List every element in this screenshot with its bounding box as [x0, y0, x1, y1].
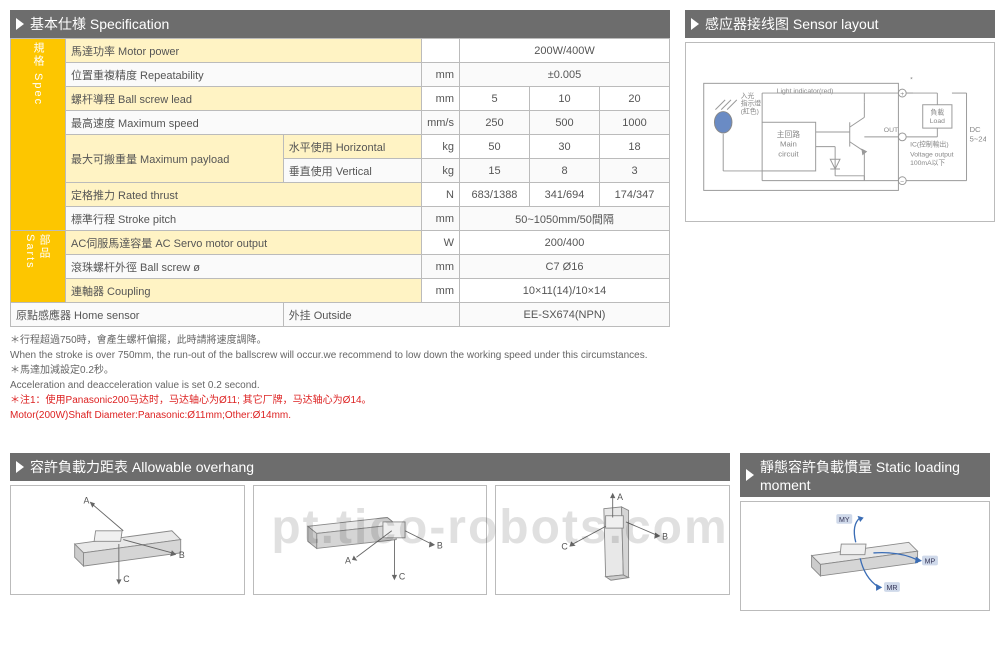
note-1a: ＊行程超過750時，會產生螺杆偏擺，此時請將速度調降。: [10, 333, 670, 348]
svg-text:B: B: [179, 551, 185, 561]
svg-text:Load: Load: [930, 118, 945, 125]
svg-text:Voltage output: Voltage output: [910, 151, 954, 158]
svg-text:circuit: circuit: [778, 149, 799, 158]
sensor-title: 感应器接线图 Sensor layout: [705, 14, 879, 34]
svg-text:100mA以下: 100mA以下: [910, 159, 945, 167]
overhang-header: 容許負載力距表 Allowable overhang: [10, 453, 730, 481]
svg-text:B: B: [662, 532, 668, 542]
svg-text:C: C: [123, 574, 130, 584]
row-coupling-label: 連軸器 Coupling: [66, 279, 422, 303]
svg-text:DC: DC: [969, 125, 981, 134]
arrow-icon: [746, 469, 754, 481]
note-2a: ＊馬達加減設定0.2秒。: [10, 363, 670, 378]
row-ratedthrust-label: 定格推力 Rated thrust: [66, 183, 422, 207]
arrow-icon: [16, 18, 24, 30]
overhang-diagram-2: A B C: [253, 485, 488, 595]
row-ballscrewlead-label: 螺杆導程 Ball screw lead: [66, 87, 422, 111]
row-vertical-label: 垂直使用 Vertical: [283, 159, 421, 183]
row-repeatability-label: 位置重複精度 Repeatability: [66, 63, 422, 87]
row-servooutput-label: AC伺服馬達容量 AC Servo motor output: [66, 231, 422, 255]
svg-text:MY: MY: [839, 517, 850, 524]
svg-text:A: A: [83, 496, 89, 506]
note-1b: When the stroke is over 750mm, the run-o…: [10, 348, 670, 363]
overhang-diagram-1: A B C: [10, 485, 245, 595]
svg-text:C: C: [399, 572, 406, 582]
svg-text:B: B: [437, 541, 443, 551]
svg-text:指示燈: 指示燈: [741, 99, 762, 108]
sensor-diagram: 主回路 Main circuit 入光 指示燈 (紅色) Light indic…: [685, 42, 995, 222]
svg-text:C: C: [561, 542, 568, 552]
svg-text:−: −: [900, 179, 904, 186]
row-horizontal-label: 水平使用 Horizontal: [283, 135, 421, 159]
staticmoment-title: 靜態容許負載慣量 Static loading moment: [760, 457, 984, 493]
row-motorpower-value: 200W/400W: [460, 39, 670, 63]
specification-header: 基本仕様 Specification: [10, 10, 670, 38]
svg-text:入光: 入光: [741, 91, 755, 100]
svg-text:主回路: 主回路: [777, 129, 801, 139]
sarts-category: 部品 Sarts: [11, 231, 66, 303]
svg-text:MR: MR: [887, 585, 898, 592]
svg-text:A: A: [345, 556, 351, 566]
sensor-header: 感应器接线图 Sensor layout: [685, 10, 995, 38]
svg-text:Light indicator(red): Light indicator(red): [777, 88, 834, 95]
svg-text:Main: Main: [780, 140, 797, 149]
overhang-title: 容許負載力距表 Allowable overhang: [30, 457, 254, 477]
svg-text:IC(控制輸出): IC(控制輸出): [910, 140, 949, 149]
svg-text:(紅色): (紅色): [741, 107, 759, 116]
row-maxpayload-label: 最大可搬重量 Maximum payload: [66, 135, 284, 183]
svg-text:負載: 負載: [931, 107, 945, 116]
row-ballscrewdia-label: 滾珠螺杆外徑 Ball screw ø: [66, 255, 422, 279]
svg-text:A: A: [617, 492, 623, 502]
svg-text:5~24V: 5~24V: [969, 135, 986, 144]
notes-block: ＊行程超過750時，會產生螺杆偏擺，此時請將速度調降。 When the str…: [10, 333, 670, 423]
arrow-icon: [691, 18, 699, 30]
note-2b: Acceleration and deacceleration value is…: [10, 378, 670, 393]
row-repeatability-value: ±0.005: [460, 63, 670, 87]
arrow-icon: [16, 461, 24, 473]
staticmoment-diagram: MY MP MR: [740, 501, 990, 611]
overhang-diagram-3: A B C: [495, 485, 730, 595]
row-homesensor-label: 原點感應器 Home sensor: [11, 303, 284, 327]
row-motorpower-label: 馬達功率 Motor power: [66, 39, 422, 63]
note-3a: ＊注1：使用Panasonic200马达时，马达轴心为Ø11; 其它厂牌，马达轴…: [10, 393, 670, 408]
row-maxspeed-label: 最高速度 Maximum speed: [66, 111, 422, 135]
note-3b: Motor(200W)Shaft Diameter:Panasonic:Ø11m…: [10, 408, 670, 423]
specification-title: 基本仕様 Specification: [30, 14, 169, 34]
svg-text:*: *: [910, 76, 913, 83]
specification-table: 規格 Spec 馬達功率 Motor power 200W/400W 位置重複精…: [10, 38, 670, 327]
svg-text:MP: MP: [925, 559, 936, 566]
svg-text:+: +: [900, 91, 904, 98]
staticmoment-header: 靜態容許負載慣量 Static loading moment: [740, 453, 990, 497]
row-strokepitch-label: 標準行程 Stroke pitch: [66, 207, 422, 231]
svg-text:OUT: OUT: [884, 127, 898, 134]
spec-category: 規格 Spec: [11, 39, 66, 231]
